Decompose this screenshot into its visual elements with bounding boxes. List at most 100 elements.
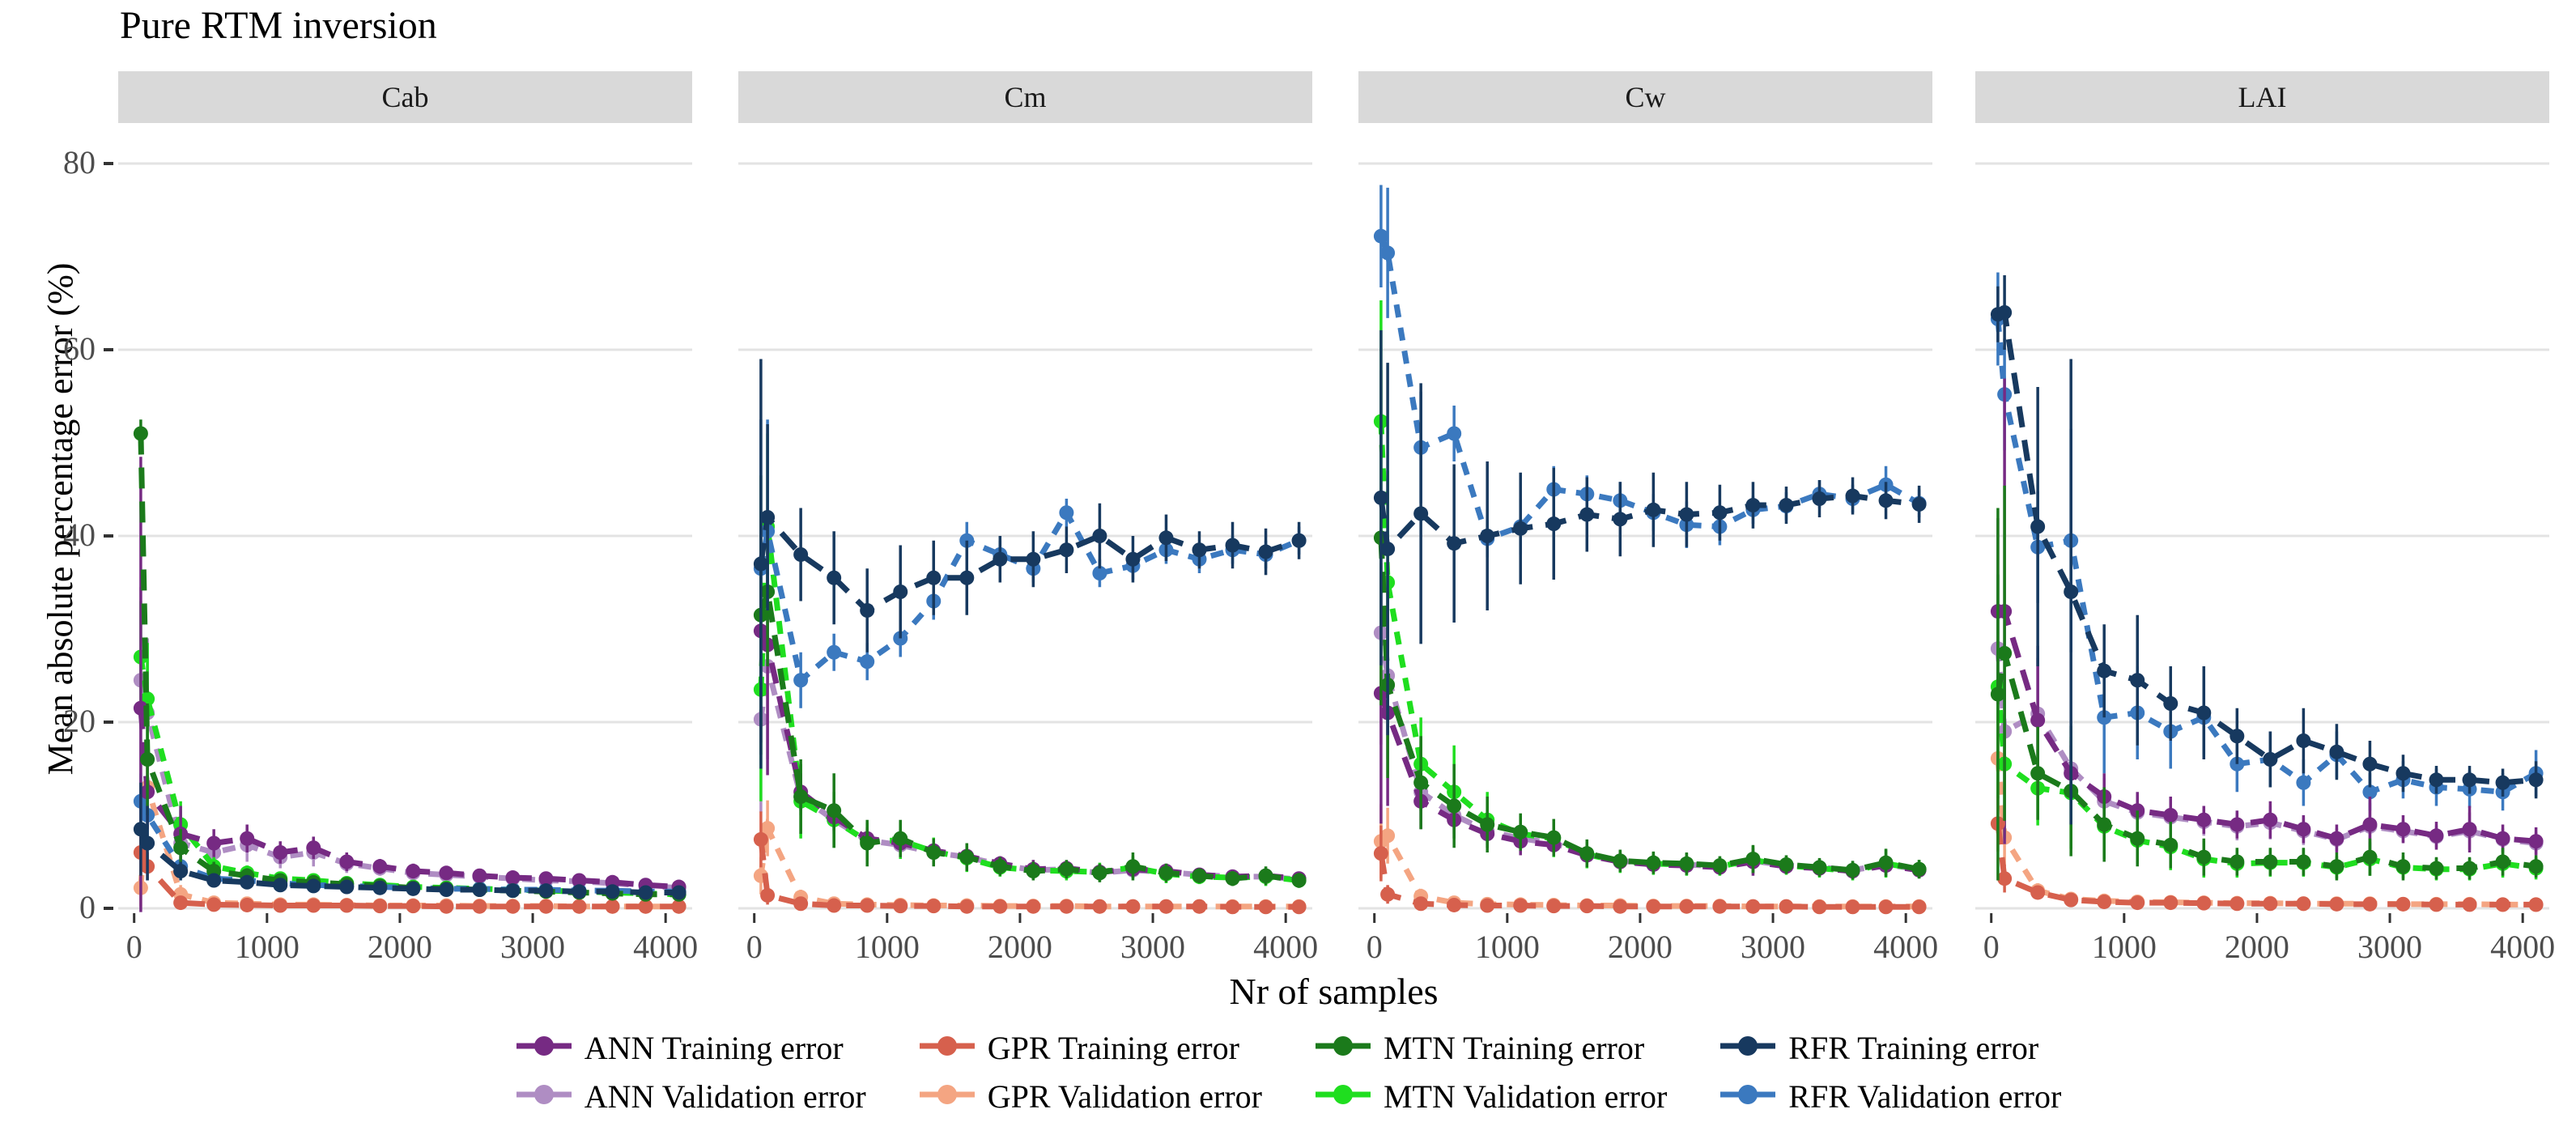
data-point-mtn_t bbox=[140, 752, 155, 767]
data-point-gpr_t bbox=[2064, 892, 2079, 908]
legend-label: RFR Validation error bbox=[1788, 1078, 2062, 1115]
facet-strip-lai: LAI bbox=[1975, 71, 2549, 123]
legend-item-gpr-training: GPR Training error bbox=[918, 1025, 1262, 1070]
data-point-ann_t bbox=[2429, 828, 2444, 844]
y-tick-label: 80 bbox=[63, 144, 96, 181]
data-point-rfr_t bbox=[638, 885, 653, 900]
x-axis-ticks: 0 1000 2000 3000 4000 bbox=[1975, 928, 2555, 970]
data-point-ann_t bbox=[2163, 808, 2179, 823]
data-point-gpr_t bbox=[505, 899, 521, 914]
data-point-rfr_t bbox=[1513, 521, 1528, 536]
data-point-gpr_t bbox=[671, 899, 687, 914]
data-point-rfr_t bbox=[2395, 766, 2411, 781]
series-line-ann_t bbox=[758, 629, 1299, 882]
data-point-gpr_t bbox=[1911, 899, 1927, 915]
data-point-ann_t bbox=[2528, 834, 2544, 849]
data-point-gpr_t bbox=[753, 831, 768, 847]
data-point-gpr_t bbox=[638, 899, 653, 914]
data-point-mtn_t bbox=[1026, 864, 1041, 878]
series-line-mtn_v bbox=[1378, 421, 1920, 874]
data-point-ann_t bbox=[2495, 831, 2510, 846]
data-point-rfr_t bbox=[1258, 544, 1273, 559]
data-point-gpr_t bbox=[240, 897, 255, 912]
data-point-gpr_t bbox=[339, 898, 355, 913]
data-point-rfr_t bbox=[993, 551, 1008, 567]
x-tick-label: 3000 bbox=[2357, 929, 2423, 965]
facet-label: Cab bbox=[381, 81, 429, 113]
series-line-ann_t bbox=[1378, 692, 1920, 874]
data-point-mtn_t bbox=[993, 859, 1008, 874]
data-point-rfr_t bbox=[793, 547, 809, 562]
x-tick-label: 0 bbox=[1983, 929, 2000, 965]
facet-strip-cw: Cw bbox=[1358, 71, 1932, 123]
data-point-gpr_t bbox=[372, 899, 388, 914]
y-tick-mark bbox=[104, 534, 113, 538]
data-point-rfr_t bbox=[2462, 772, 2477, 788]
data-point-rfr_t bbox=[1373, 490, 1388, 505]
x-tick-label: 0 bbox=[1366, 929, 1383, 965]
legend-key-icon bbox=[1315, 1084, 1371, 1104]
x-axis-ticks: 0 1000 2000 3000 4000 bbox=[738, 928, 1318, 970]
chart-legend: ANN Training error ANN Validation error … bbox=[0, 1025, 2576, 1119]
data-point-gpr_t bbox=[1613, 899, 1628, 914]
data-point-rfr_t bbox=[1059, 542, 1074, 558]
data-point-rfr_v bbox=[1447, 426, 1462, 441]
data-point-rfr_t bbox=[2230, 729, 2245, 744]
legend-label: ANN Validation error bbox=[584, 1078, 866, 1115]
data-point-gpr_t bbox=[1779, 899, 1794, 914]
data-point-rfr_v bbox=[1092, 566, 1107, 580]
data-point-gpr_t bbox=[1579, 899, 1595, 914]
data-point-gpr_t bbox=[2528, 897, 2544, 912]
legend-item-mtn-validation: MTN Validation error bbox=[1314, 1073, 1667, 1119]
data-point-gpr_t bbox=[1125, 899, 1141, 914]
y-tick-mark bbox=[104, 721, 113, 724]
data-point-ann_t bbox=[240, 831, 255, 846]
data-point-gpr_t bbox=[1878, 899, 1894, 915]
legend-key-point bbox=[937, 1035, 957, 1056]
legend-key-icon bbox=[516, 1084, 572, 1104]
data-point-ann_t bbox=[2329, 831, 2344, 846]
series-line-ann_t bbox=[1997, 608, 2536, 844]
data-point-gpr_t bbox=[1480, 898, 1495, 913]
data-point-rfr_t bbox=[339, 879, 355, 895]
data-point-gpr_t bbox=[2130, 895, 2145, 911]
data-point-rfr_t bbox=[2329, 744, 2344, 759]
legend-key-icon bbox=[516, 1035, 572, 1056]
legend-marker-icon bbox=[918, 1080, 976, 1113]
x-tick-label: 4000 bbox=[1253, 929, 1319, 965]
data-point-rfr_t bbox=[1812, 491, 1827, 506]
data-point-rfr_t bbox=[1779, 498, 1794, 513]
data-point-mtn_t bbox=[1911, 861, 1927, 877]
series-line-ann_t bbox=[138, 708, 679, 891]
legend-label: GPR Validation error bbox=[987, 1078, 1262, 1115]
data-point-mtn_t bbox=[959, 849, 975, 865]
data-point-gpr_t bbox=[1513, 898, 1528, 913]
legend-marker-icon bbox=[1719, 1080, 1777, 1113]
facet-panel-cab bbox=[118, 162, 692, 923]
data-point-mtn_t bbox=[2030, 766, 2046, 781]
data-point-rfr_t bbox=[273, 878, 288, 893]
data-point-mtn_t bbox=[1092, 865, 1107, 881]
legend-label: ANN Training error bbox=[584, 1029, 844, 1066]
data-point-gpr_t bbox=[827, 898, 842, 913]
legend-item-ann-validation: ANN Validation error bbox=[515, 1073, 866, 1119]
data-point-mtn_t bbox=[2296, 854, 2311, 869]
chart-title: Pure RTM inversion bbox=[120, 4, 437, 47]
data-point-gpr_t bbox=[1997, 871, 2013, 886]
data-point-gpr_t bbox=[1158, 899, 1174, 914]
data-point-mtn_t bbox=[1413, 775, 1429, 790]
legend-item-rfr-validation: RFR Validation error bbox=[1719, 1073, 2061, 1119]
legend-col-rfr: RFR Training error RFR Validation error bbox=[1719, 1025, 2061, 1119]
legend-label: GPR Training error bbox=[987, 1029, 1239, 1066]
legend-marker-icon bbox=[1314, 1080, 1372, 1113]
data-point-gpr_t bbox=[538, 899, 554, 914]
x-tick-label: 4000 bbox=[1873, 929, 1939, 965]
y-tick-mark bbox=[104, 162, 113, 165]
data-point-mtn_t bbox=[1225, 871, 1240, 886]
legend-key-icon bbox=[1720, 1035, 1776, 1056]
data-point-mtn_t bbox=[2163, 837, 2179, 852]
x-axis-title: Nr of samples bbox=[1229, 971, 1439, 1012]
data-point-rfr_t bbox=[2495, 775, 2510, 790]
y-tick-label: 20 bbox=[63, 703, 96, 739]
data-point-mtn_t bbox=[1291, 873, 1307, 888]
